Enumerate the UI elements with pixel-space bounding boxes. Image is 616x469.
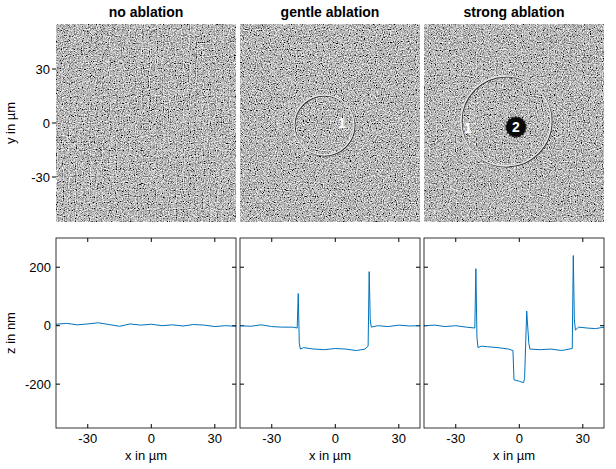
tick — [52, 123, 56, 124]
region-label: 1 — [338, 115, 346, 131]
tick-label: 0 — [516, 431, 523, 446]
tick — [424, 384, 428, 385]
panel-title: gentle ablation — [281, 4, 380, 20]
image-panel: no ablation -30 0 30 y in µm — [3, 4, 236, 222]
ablation-rim — [461, 76, 551, 166]
tick-label: 0 — [332, 431, 339, 446]
surface-texture — [424, 24, 604, 222]
plot-frame — [424, 238, 604, 428]
tick — [455, 424, 456, 428]
tick-label: 0 — [44, 318, 51, 333]
tick — [416, 267, 420, 268]
tick — [87, 238, 88, 242]
profile-panel: -30 0 30 x in µm — [240, 238, 420, 463]
axis-title: z in nm — [3, 312, 18, 354]
image-panel: 1 gentle ablation — [240, 4, 420, 222]
tick-label: -30 — [262, 431, 281, 446]
tick — [335, 238, 336, 242]
tick — [600, 267, 604, 268]
tick — [582, 424, 583, 428]
ablation-crater — [506, 117, 526, 137]
height-profile — [240, 272, 420, 351]
tick — [335, 424, 336, 428]
tick-label: -30 — [78, 431, 97, 446]
tick-label: 200 — [29, 260, 51, 275]
micrograph — [424, 24, 604, 222]
tick-label: 30 — [392, 431, 406, 446]
tick — [151, 238, 152, 242]
tick — [519, 238, 520, 242]
tick-label: -30 — [446, 431, 465, 446]
tick-label: 30 — [576, 431, 590, 446]
tick — [600, 384, 604, 385]
marks — [240, 272, 420, 351]
plot-area — [240, 238, 420, 428]
tick-label: -200 — [25, 377, 51, 392]
plot-frame — [240, 238, 420, 428]
marks — [424, 256, 604, 383]
tick — [240, 267, 244, 268]
tick — [52, 69, 56, 70]
tick — [87, 424, 88, 428]
profile-panel: -30 0 30 -200 0 200 x in µm z in nm — [3, 238, 236, 463]
ablation-rim-shadow — [295, 96, 355, 156]
image-panel: 1 2 strong ablation — [424, 4, 604, 222]
plot-area — [56, 238, 236, 428]
tick — [416, 384, 420, 385]
tick — [214, 238, 215, 242]
tick — [240, 384, 244, 385]
height-profile — [424, 256, 604, 383]
panel-title: strong ablation — [463, 4, 564, 20]
plot-area — [424, 238, 604, 428]
axis-title: y in µm — [3, 102, 18, 144]
tick-label: 30 — [36, 62, 50, 77]
region-label: 2 — [512, 119, 520, 135]
region-label: 1 — [464, 120, 472, 136]
tick — [582, 238, 583, 242]
axis-title: x in µm — [309, 448, 351, 463]
tick — [232, 267, 236, 268]
micrograph — [56, 24, 236, 222]
panel-title: no ablation — [109, 4, 184, 20]
tick — [398, 238, 399, 242]
profile-panel: -30 0 30 x in µm — [424, 238, 604, 463]
tick — [424, 267, 428, 268]
ablation-rim — [294, 95, 354, 155]
micrograph — [240, 24, 420, 222]
tick — [232, 384, 236, 385]
tick — [455, 238, 456, 242]
tick-label: 30 — [208, 431, 222, 446]
marks — [56, 323, 236, 327]
tick-label: -30 — [31, 170, 50, 185]
surface-texture — [56, 24, 236, 222]
ablation-rim-shadow — [462, 77, 552, 167]
tick — [52, 177, 56, 178]
tick — [56, 384, 60, 385]
tick — [271, 424, 272, 428]
tick — [214, 424, 215, 428]
axis-title: x in µm — [493, 448, 535, 463]
height-profile — [56, 323, 236, 327]
tick — [600, 325, 604, 326]
tick-label: 0 — [148, 431, 155, 446]
tick-label: 0 — [43, 116, 50, 131]
plot-frame — [56, 238, 236, 428]
tick — [398, 424, 399, 428]
tick — [519, 424, 520, 428]
figure: no ablation -30 0 30 y in µm 1 gentle ablation… — [0, 0, 616, 469]
axis-title: x in µm — [125, 448, 167, 463]
tick — [56, 325, 60, 326]
tick — [56, 267, 60, 268]
tick — [151, 424, 152, 428]
surface-texture — [240, 24, 420, 222]
tick — [271, 238, 272, 242]
